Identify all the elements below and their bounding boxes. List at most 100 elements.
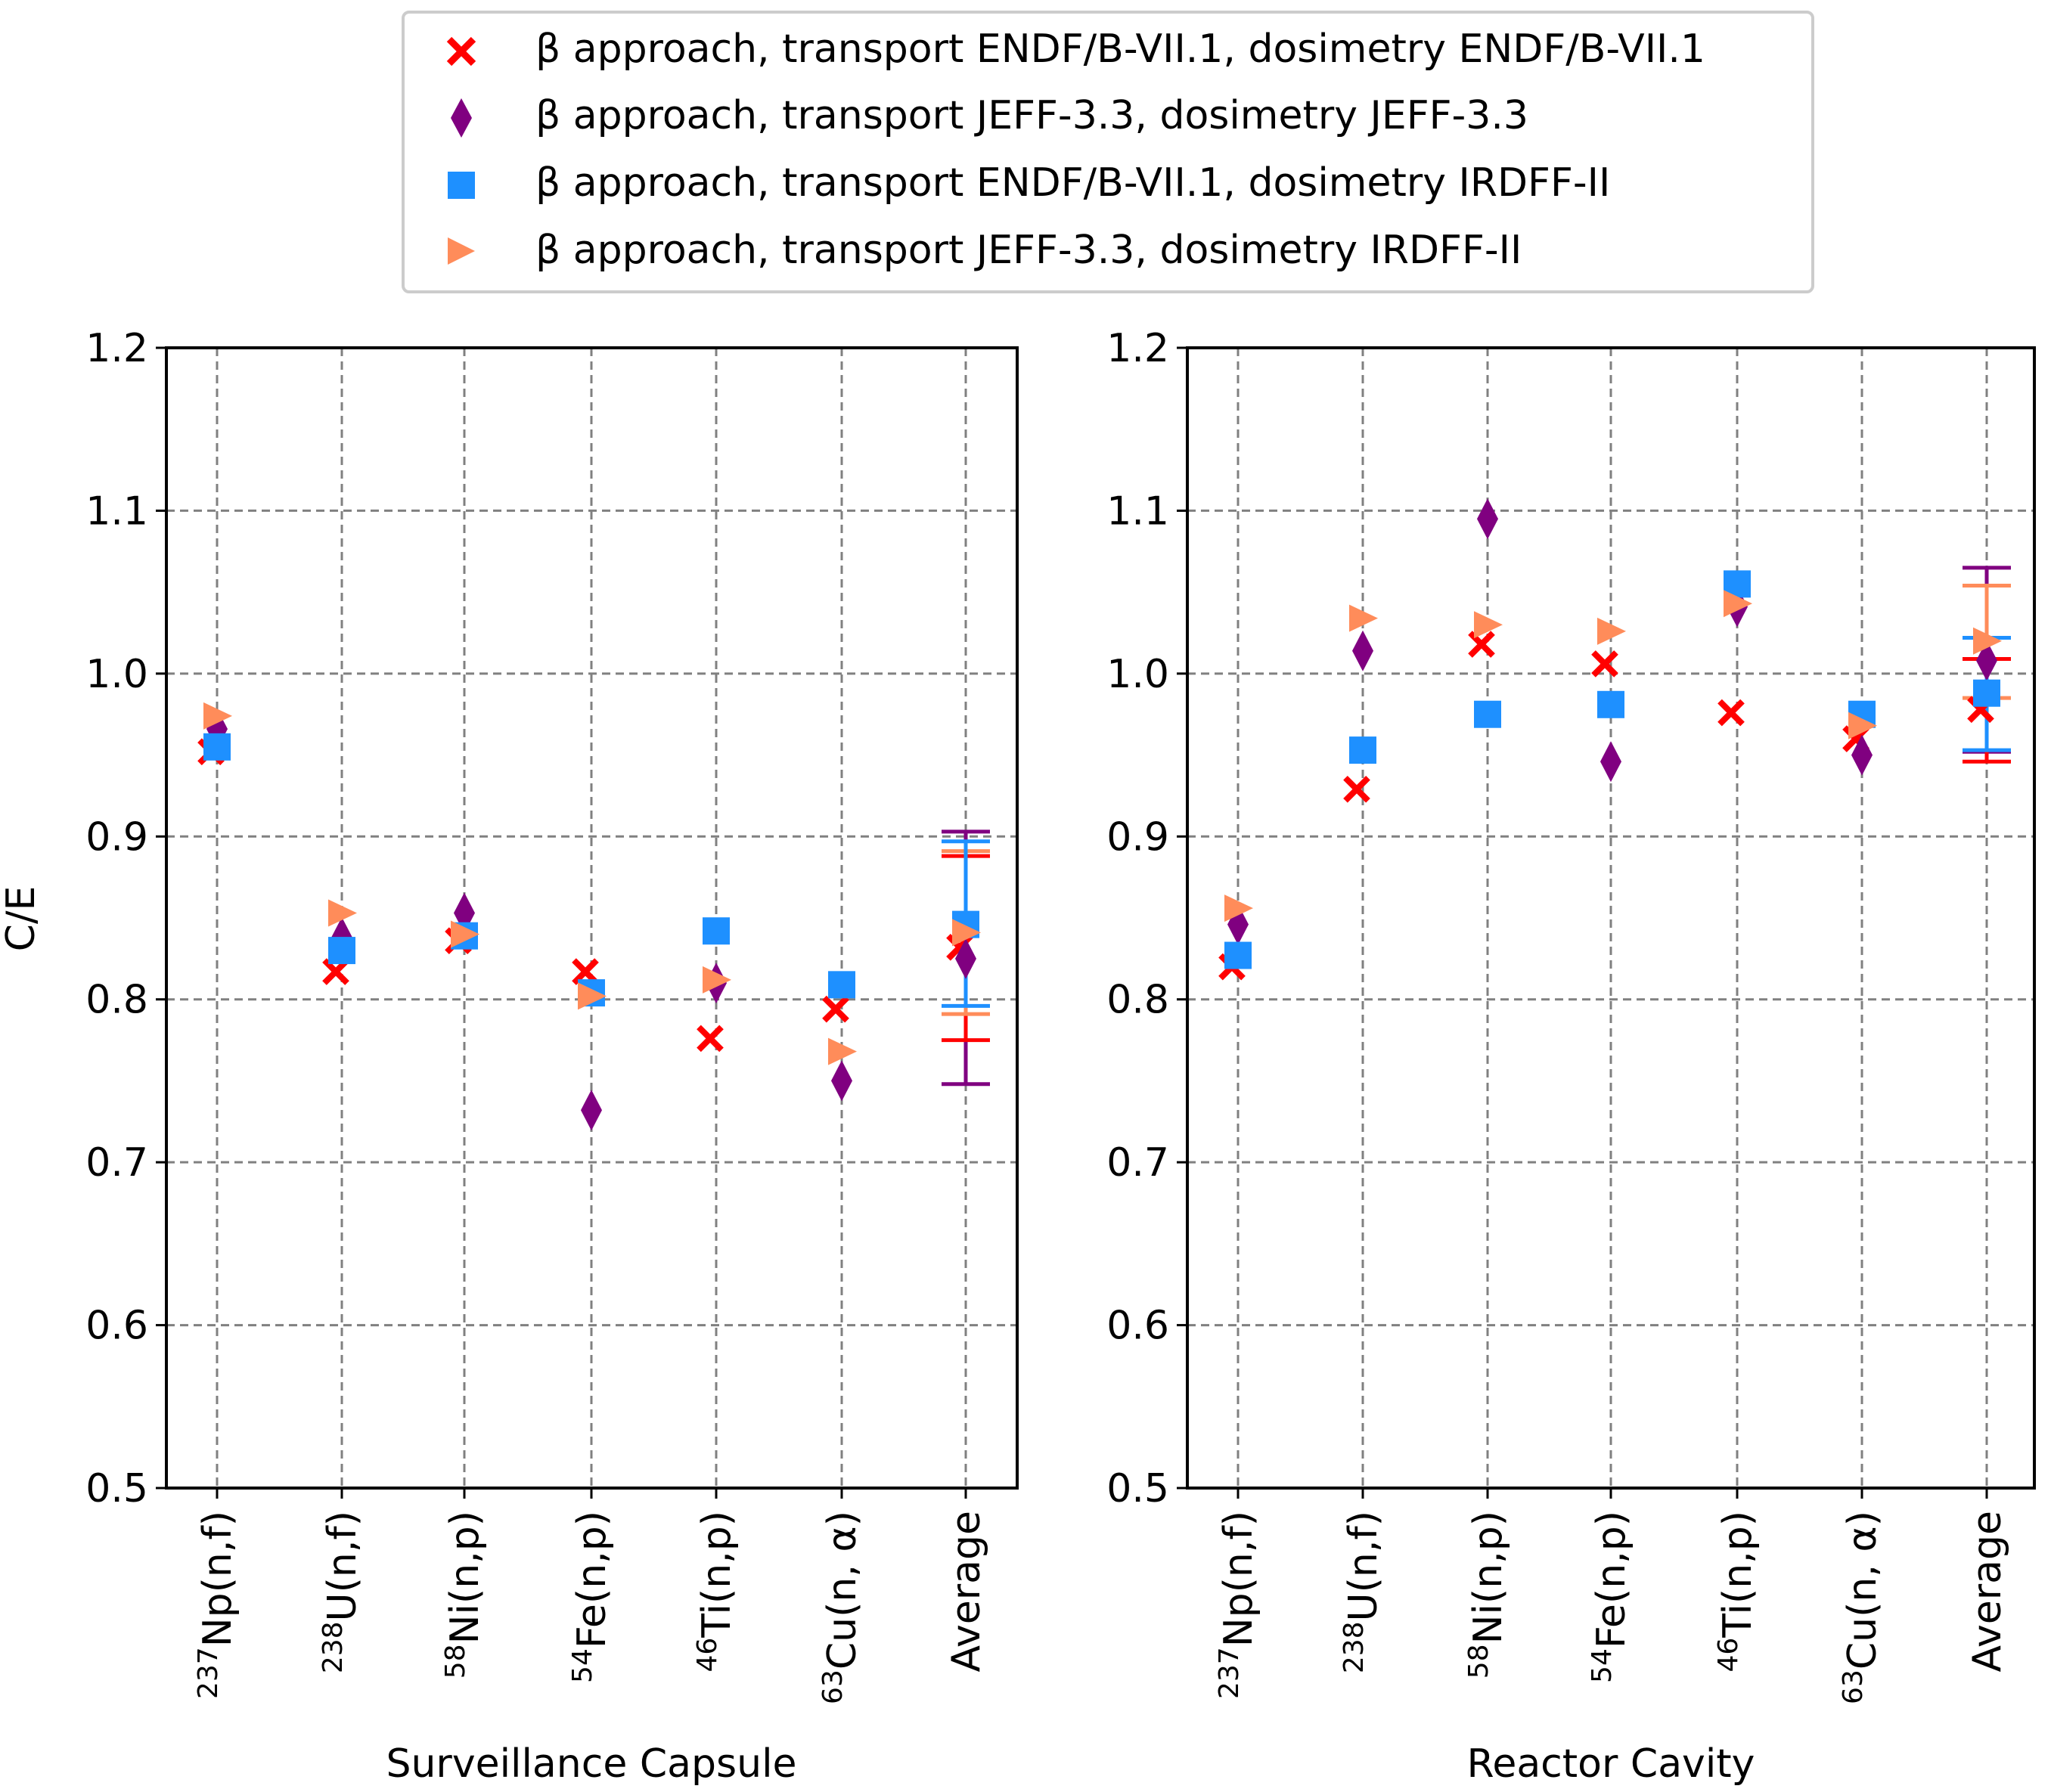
legend-label: β approach, transport JEFF-3.3, dosimetr… <box>535 228 1522 273</box>
reaction: Np(n,f) <box>195 1511 240 1647</box>
data-point-triangle-right <box>451 920 479 948</box>
mass-number: 46 <box>692 1638 723 1673</box>
data-point-square <box>703 917 730 945</box>
legend: β approach, transport ENDF/B-VII.1, dosi… <box>402 11 1814 293</box>
x-tick-label: Average <box>1965 1511 2010 1673</box>
x-tick-label: 63Cu(n, α) <box>1838 1511 1885 1704</box>
y-tick-label: 1.0 <box>1106 652 1169 697</box>
mass-number: 238 <box>318 1621 349 1673</box>
data-point-triangle-right <box>1724 590 1752 618</box>
data-point-square <box>828 971 855 999</box>
reaction: Fe(n,p) <box>1589 1511 1634 1648</box>
data-point-triangle-right <box>578 982 607 1010</box>
legend-frame <box>402 11 1814 293</box>
x-axis-label: Surveillance Capsule <box>386 1741 796 1787</box>
reaction: Np(n,f) <box>1216 1511 1261 1647</box>
surveillance-capsule-panel: 0.5 0.6 0.7 0.8 0.9 1.0 1.1 1.2 237Np(n,f) 238U(… <box>0 326 1019 1787</box>
data-point-x <box>1591 650 1618 677</box>
data-point-diamond <box>831 1060 852 1102</box>
x-icon <box>446 36 476 67</box>
data-point-diamond <box>955 938 976 979</box>
y-tick-label: 0.6 <box>1106 1304 1169 1349</box>
y-tick-label: 0.8 <box>1106 978 1169 1023</box>
y-tick-label: 0.6 <box>85 1304 148 1349</box>
mass-number: 63 <box>1838 1670 1869 1704</box>
data-point-square <box>1224 941 1252 969</box>
x-tick-label: 54Fe(n,p) <box>1587 1511 1634 1683</box>
legend-entry-jeff-jeff: β approach, transport JEFF-3.3, dosimetr… <box>451 93 1528 138</box>
reaction: U(n,f) <box>320 1511 365 1621</box>
reaction: Fe(n,p) <box>569 1511 615 1648</box>
x-tick-label: 58Ni(n,p) <box>440 1511 488 1679</box>
legend-entry-endf-endf: β approach, transport ENDF/B-VII.1, dosi… <box>446 26 1705 72</box>
data-point-square <box>1474 700 1501 728</box>
y-tick-label: 0.8 <box>85 978 148 1023</box>
data-point-x <box>822 995 849 1023</box>
data-point-diamond <box>1600 741 1621 783</box>
y-tick-label: 1.0 <box>85 652 148 697</box>
x-axis-label: Reactor Cavity <box>1467 1741 1755 1787</box>
data-marks <box>1218 498 2011 981</box>
data-point-triangle-right <box>1848 712 1877 739</box>
reaction: Ti(n,p) <box>1715 1511 1761 1639</box>
reaction: Ni(n,p) <box>442 1511 488 1644</box>
x-tick-label: 54Fe(n,p) <box>567 1511 615 1683</box>
legend-label: β approach, transport ENDF/B-VII.1, dosi… <box>535 160 1610 206</box>
triangle-right-icon <box>448 237 475 265</box>
mass-number: 58 <box>1463 1644 1494 1679</box>
data-point-triangle-right <box>703 966 731 994</box>
data-point-x <box>1717 699 1745 727</box>
y-tick-label: 0.9 <box>85 814 148 860</box>
y-tick-label: 0.5 <box>1106 1466 1169 1511</box>
data-point-diamond <box>581 1090 602 1131</box>
y-tick-label: 0.7 <box>1106 1140 1169 1186</box>
mass-number: 46 <box>1713 1638 1744 1673</box>
data-point-triangle-right <box>328 899 357 927</box>
data-point-square <box>203 733 231 761</box>
data-point-triangle-right <box>1349 604 1378 632</box>
legend-entry-jeff-irdff: β approach, transport JEFF-3.3, dosimetr… <box>448 228 1522 273</box>
data-point-triangle-right <box>1973 627 2002 655</box>
x-axis: 237Np(n,f) 238U(n,f) 58Ni(n,p) 54Fe(n,p) 46T… <box>1214 1488 2010 1704</box>
y-axis: 0.5 0.6 0.7 0.8 0.9 1.0 1.1 1.2 <box>1106 326 1187 1511</box>
legend-label: β approach, transport JEFF-3.3, dosimetr… <box>535 93 1528 138</box>
data-point-triangle-right <box>1597 617 1626 645</box>
y-tick-label: 1.2 <box>85 326 148 371</box>
x-axis: 237Np(n,f) 238U(n,f) 58Ni(n,p) 54Fe(n,p) 46T… <box>193 1488 989 1704</box>
x-tick-label: 237Np(n,f) <box>193 1511 240 1699</box>
data-point-square <box>1597 690 1624 718</box>
x-tick-label: 238U(n,f) <box>1339 1511 1386 1673</box>
data-point-x <box>572 958 599 985</box>
reaction: Cu(n, α) <box>820 1511 865 1670</box>
x-tick-label: Average <box>944 1511 989 1673</box>
data-point-diamond <box>1851 734 1873 776</box>
data-point-x <box>1343 775 1370 803</box>
reactor-cavity-panel: 0.5 0.6 0.7 0.8 0.9 1.0 1.1 1.2 237Np(n,f) 238U(… <box>1106 326 2036 1787</box>
data-point-square <box>1973 679 2000 707</box>
legend-entry-endf-irdff: β approach, transport ENDF/B-VII.1, dosi… <box>448 160 1610 206</box>
mass-number: 63 <box>818 1670 849 1704</box>
data-point-square <box>1349 736 1376 764</box>
reaction: Ni(n,p) <box>1466 1511 1511 1644</box>
reaction: U(n,f) <box>1341 1511 1386 1621</box>
y-axis: 0.5 0.6 0.7 0.8 0.9 1.0 1.1 1.2 <box>85 326 166 1511</box>
mass-number: 237 <box>1214 1647 1245 1699</box>
mass-number: 58 <box>440 1644 471 1679</box>
y-tick-label: 1.2 <box>1106 326 1169 371</box>
diamond-icon <box>451 98 472 138</box>
reaction: Cu(n, α) <box>1840 1511 1885 1670</box>
data-point-triangle-right <box>1474 611 1503 639</box>
x-tick-label: 58Ni(n,p) <box>1463 1511 1511 1679</box>
y-tick-label: 0.9 <box>1106 814 1169 860</box>
x-tick-label: 46Ti(n,p) <box>692 1511 740 1673</box>
data-point-x <box>697 1025 724 1053</box>
mass-number: 237 <box>193 1647 224 1699</box>
x-tick-label: 238U(n,f) <box>318 1511 365 1673</box>
data-point-triangle-right <box>828 1037 857 1065</box>
mass-number: 54 <box>1587 1648 1618 1683</box>
mass-number: 238 <box>1339 1621 1370 1673</box>
y-tick-label: 0.7 <box>85 1140 148 1186</box>
data-point-triangle-right <box>203 702 232 730</box>
legend-label: β approach, transport ENDF/B-VII.1, dosi… <box>535 26 1705 72</box>
